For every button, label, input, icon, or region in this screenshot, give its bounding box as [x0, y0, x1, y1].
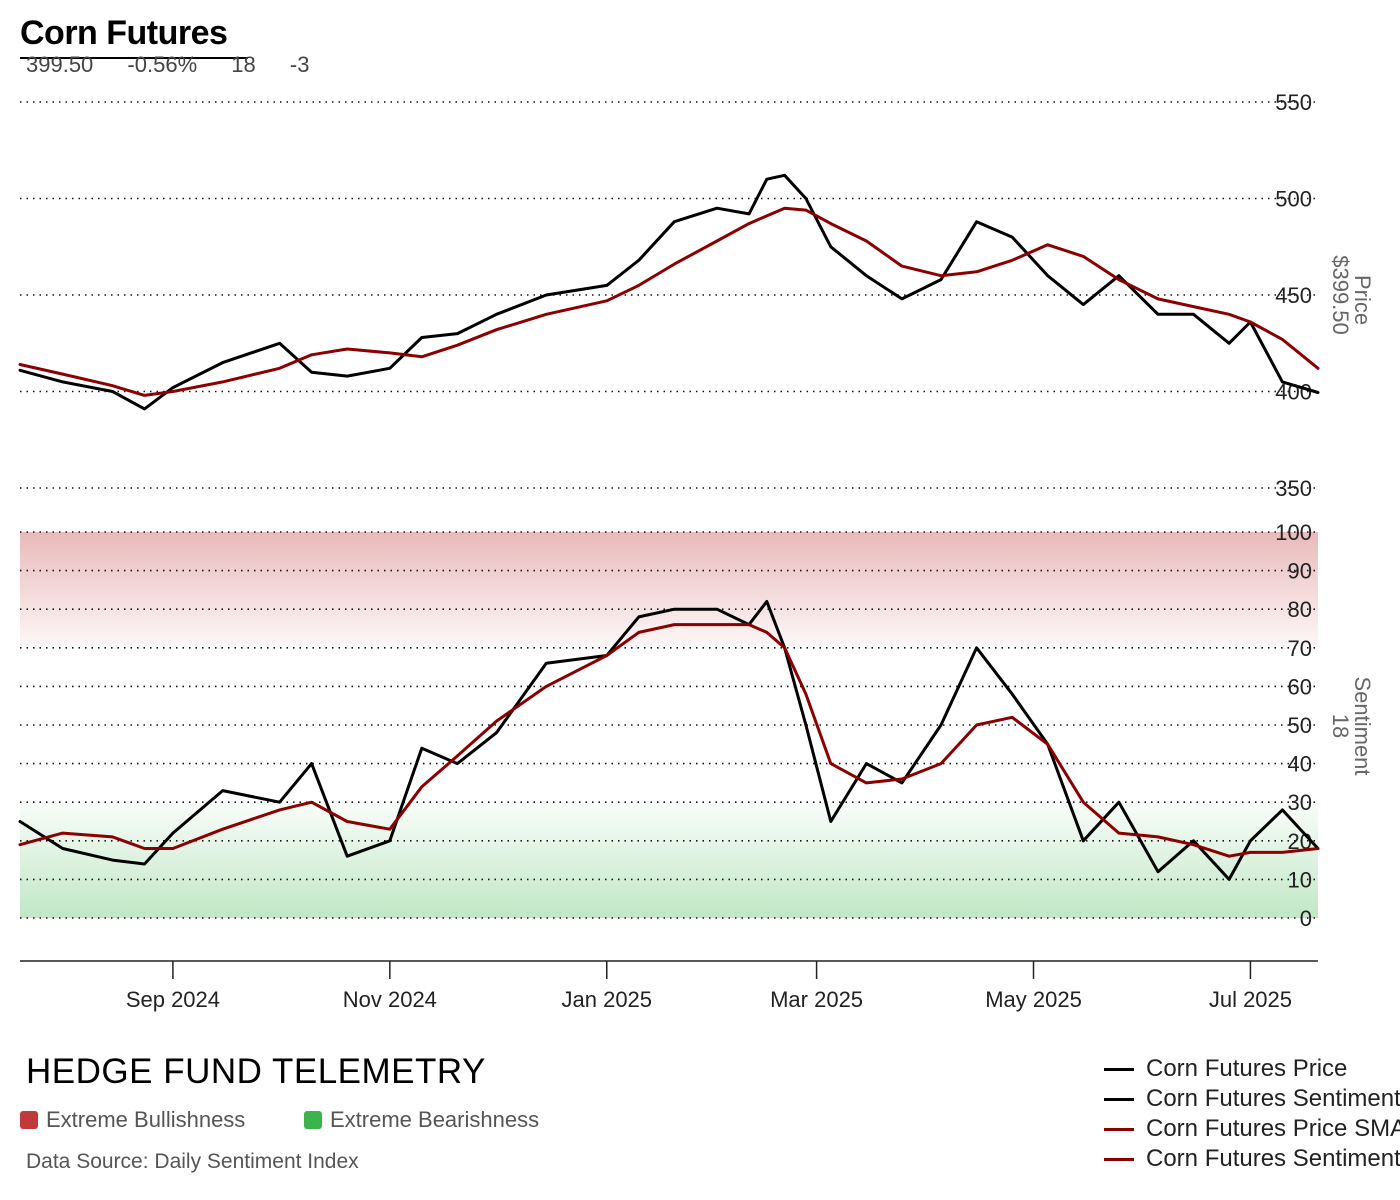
x-tick-label: Nov 2024	[343, 987, 437, 1012]
bullish-swatch	[20, 1111, 38, 1129]
y-tick-label: 550	[1275, 90, 1312, 115]
y-tick-label: 60	[1288, 674, 1312, 699]
key-bearish: Extreme Bearishness	[304, 1107, 539, 1133]
sentiment-series-sma-line	[18, 623, 1320, 858]
y-tick-label: 30	[1288, 790, 1312, 815]
legend-label: Corn Futures Sentiment	[1146, 1085, 1400, 1112]
legend-item[interactable]: Corn Futures Price SMA	[1104, 1114, 1400, 1144]
x-axis: Sep 2024 Nov 2024 Jan 2025 Mar 2025 May 2025…	[20, 960, 1318, 1012]
stat-change: -0.56%	[127, 52, 198, 77]
y-tick-label: 450	[1275, 283, 1312, 308]
bearish-swatch	[304, 1111, 322, 1129]
y-tick-label: 350	[1275, 476, 1312, 501]
x-tick-label: May 2025	[985, 987, 1082, 1012]
legend-swatch	[1104, 1127, 1134, 1131]
x-tick-label: Mar 2025	[770, 987, 863, 1012]
legend-label: Corn Futures Price SMA	[1146, 1115, 1400, 1142]
y-tick-label: 500	[1275, 187, 1312, 212]
legend-swatch	[1104, 1157, 1134, 1161]
key-bullish: Extreme Bullishness	[20, 1107, 245, 1133]
legend: Corn Futures Price Corn Futures Sentimen…	[1104, 1054, 1400, 1174]
price-axis-value: $399.50	[1328, 255, 1353, 335]
bearish-zone	[20, 802, 1318, 918]
y-tick-label: 90	[1288, 559, 1312, 584]
x-tick-label: Jan 2025	[562, 987, 653, 1012]
legend-swatch	[1104, 1067, 1134, 1071]
series-lines	[18, 173, 1320, 881]
y-tick-label: 80	[1288, 597, 1312, 622]
bullish-zone	[20, 532, 1318, 646]
y-tick-label: 70	[1288, 636, 1312, 661]
stat-sentiment: 18	[231, 52, 256, 77]
sentiment-axis-title: Sentiment	[1350, 676, 1375, 775]
x-tick-label: Jul 2025	[1209, 987, 1292, 1012]
chart-title: Corn Futures	[20, 14, 228, 52]
data-source: Data Source: Daily Sentiment Index	[26, 1150, 359, 1173]
y-tick-label: 100	[1275, 520, 1312, 545]
sentiment-axis-value: 18	[1328, 714, 1353, 738]
y-tick-label: 400	[1275, 380, 1312, 405]
y-tick-label: 50	[1288, 713, 1312, 738]
legend-label: Corn Futures Price	[1146, 1055, 1348, 1082]
key-bearish-label: Extreme Bearishness	[330, 1107, 540, 1132]
legend-item[interactable]: Corn Futures Sentiment SMA	[1104, 1144, 1400, 1174]
x-tick-label: Sep 2024	[126, 987, 220, 1012]
price-series-sma-line	[18, 206, 1320, 397]
price-series-line	[18, 173, 1320, 411]
y-tick-label: 10	[1288, 867, 1312, 892]
legend-label: Corn Futures Sentiment SMA	[1146, 1145, 1400, 1172]
legend-item[interactable]: Corn Futures Price	[1104, 1054, 1400, 1084]
stats-row: 399.50 -0.56% 18 -3	[26, 52, 337, 78]
stat-sentiment-change: -3	[289, 52, 310, 77]
y-tick-label: 40	[1288, 752, 1312, 777]
y-tick-label: 0	[1300, 906, 1312, 931]
legend-swatch	[1104, 1097, 1134, 1101]
legend-item[interactable]: Corn Futures Sentiment	[1104, 1084, 1400, 1114]
brand-name: HEDGE FUND TELEMETRY	[26, 1052, 486, 1091]
stat-price: 399.50	[26, 52, 94, 77]
price-axis-title: Price	[1350, 275, 1375, 325]
title-underline	[20, 57, 248, 59]
key-bullish-label: Extreme Bullishness	[46, 1107, 246, 1132]
